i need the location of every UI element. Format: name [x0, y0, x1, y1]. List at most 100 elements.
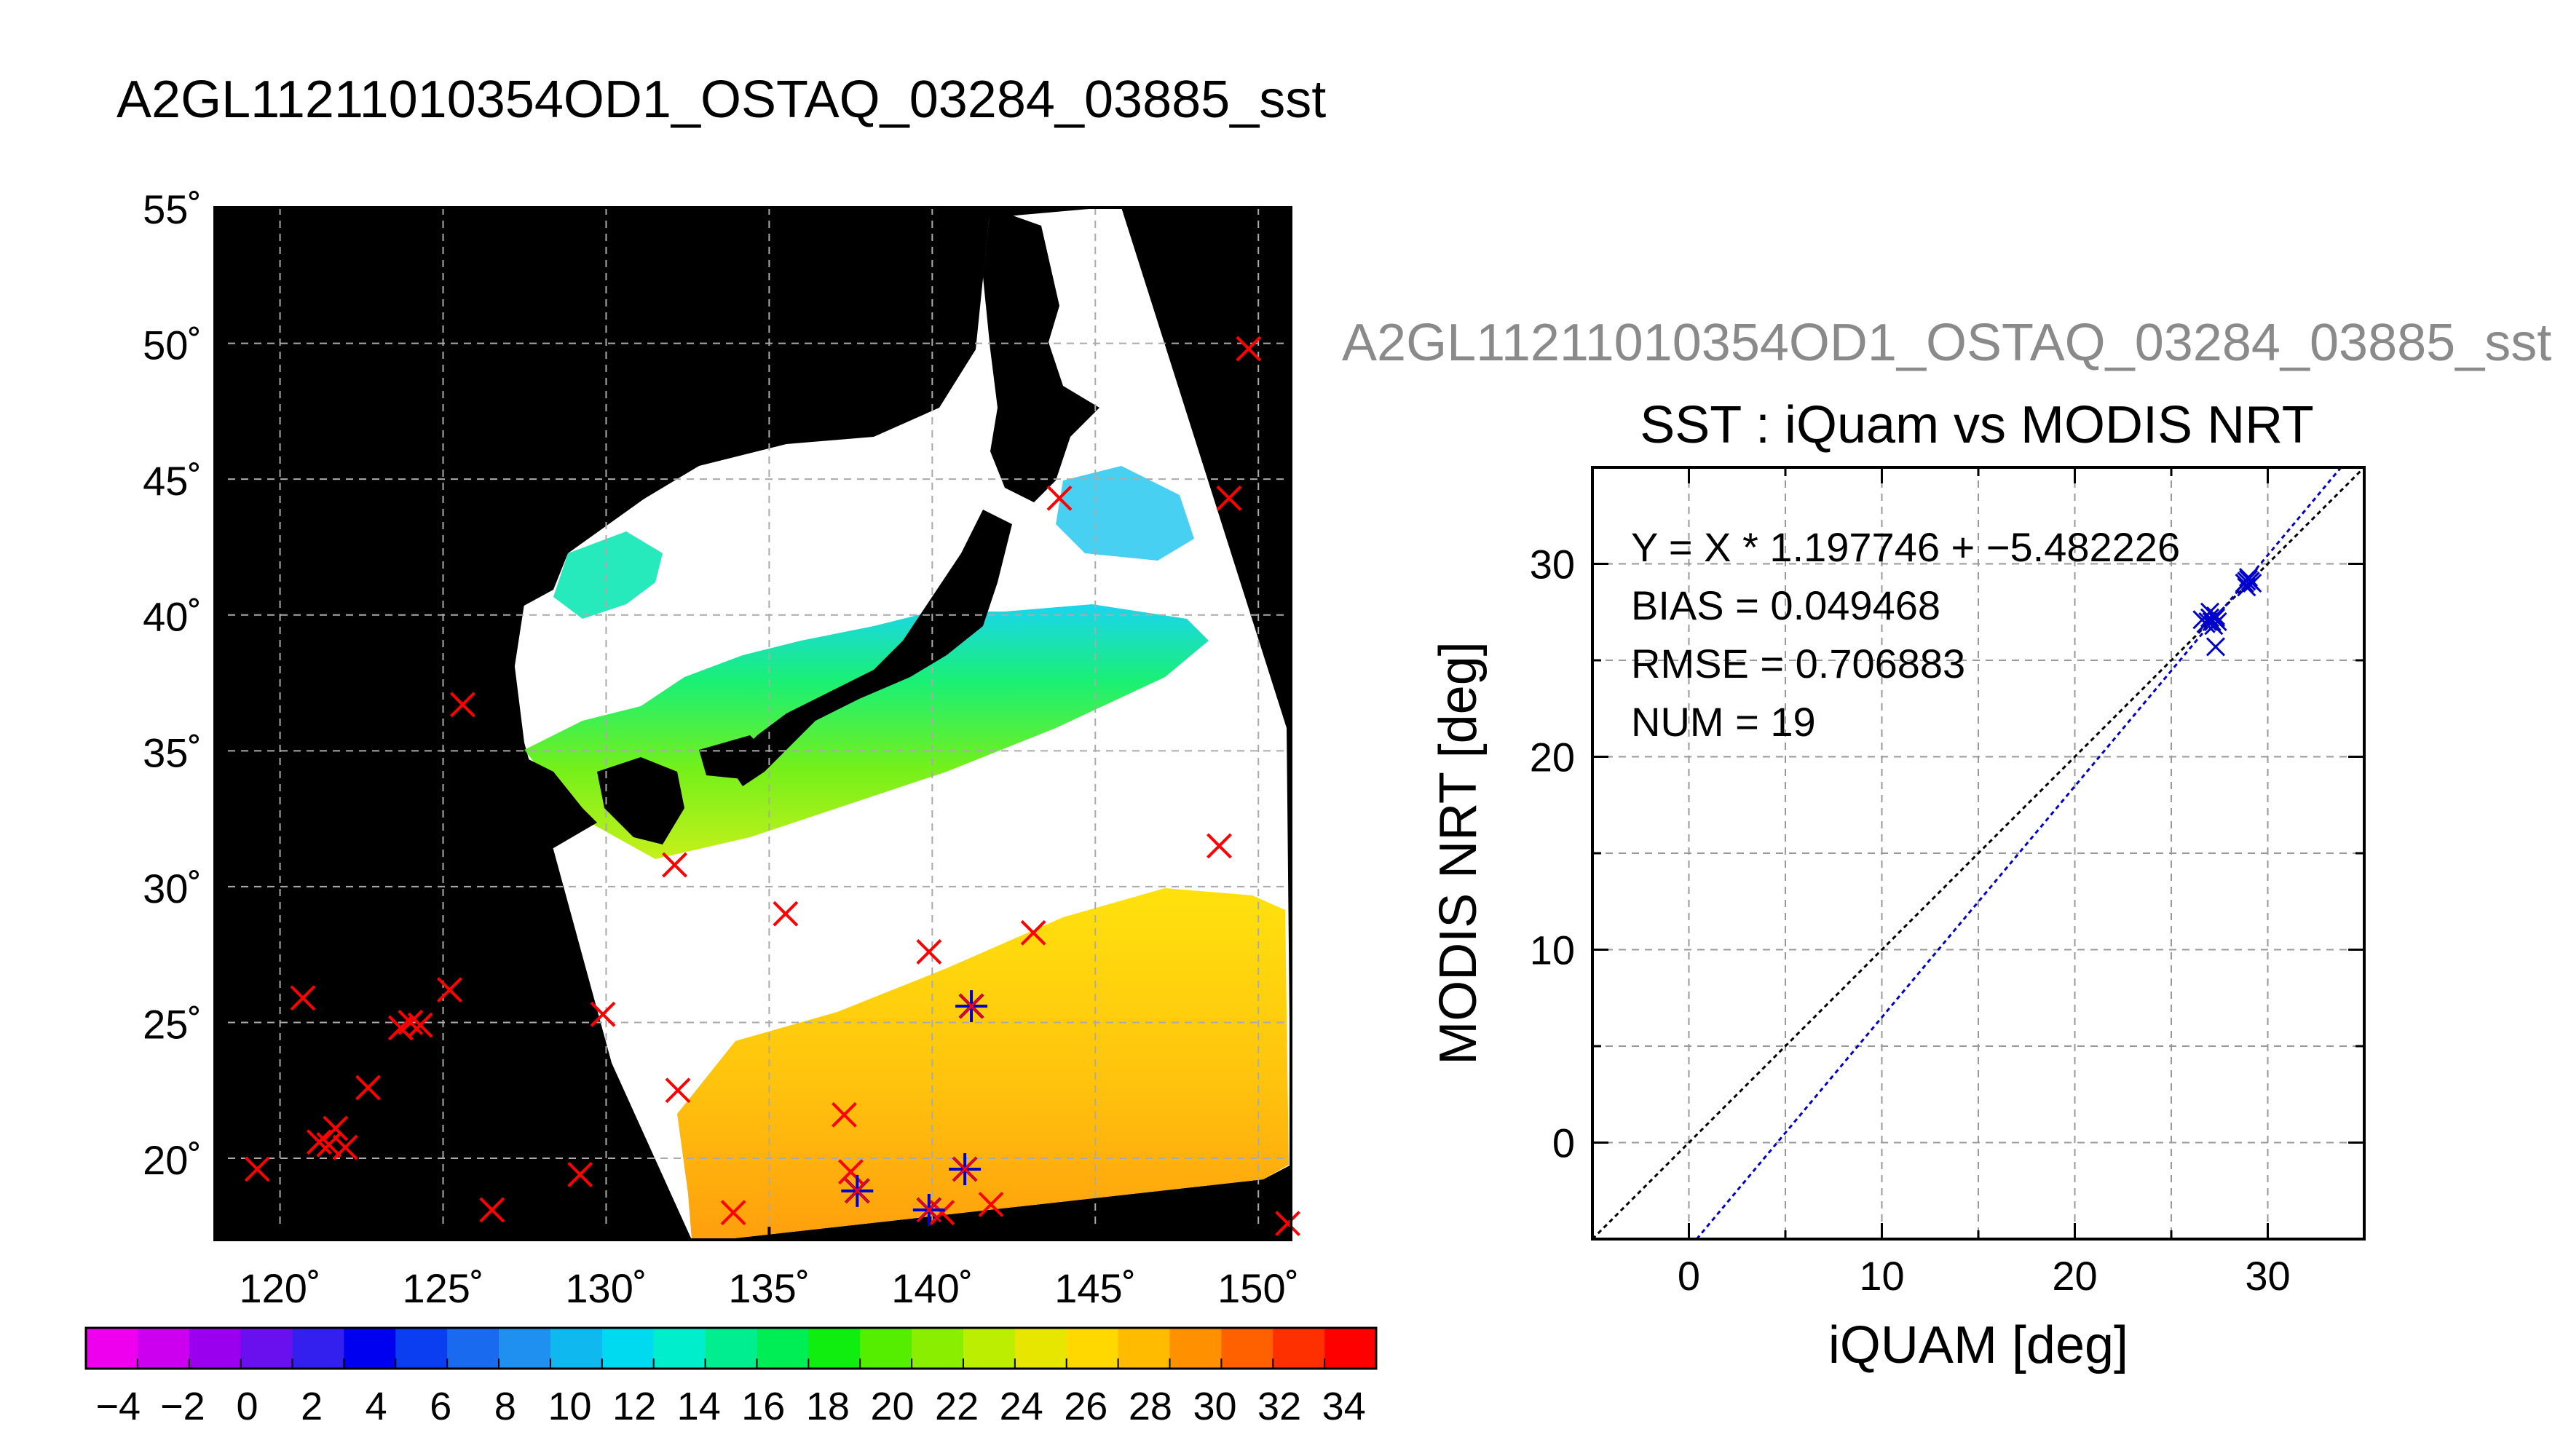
colorbar-swatch: [499, 1328, 551, 1369]
map-buoy-marker: [398, 1010, 424, 1035]
colorbar-swatch: [447, 1328, 499, 1369]
colorbar-tick-label: 28: [1129, 1385, 1172, 1428]
colorbar-swatch: [86, 1328, 138, 1369]
colorbar-swatch: [1169, 1328, 1222, 1369]
map-lon-tick-label: 130˚: [565, 1265, 647, 1311]
map-buoy-marker: [323, 1115, 349, 1142]
colorbar-frame: [84, 1326, 1378, 1370]
map-buoy-marker: [244, 1156, 270, 1182]
colorbar-swatch: [1221, 1328, 1273, 1369]
map-buoy-marker: [1275, 1211, 1300, 1237]
map-buoy-marker: [407, 1012, 433, 1038]
map-buoy-marker: [306, 1129, 332, 1155]
colorbar-tick-label: 0: [236, 1385, 258, 1428]
map-lat-tick-label: 25˚: [143, 1001, 202, 1047]
map-axis-labels: 55˚ 50˚ 45˚ 40˚ 35˚ 30˚ 25˚ 20˚ 120˚ 125˚ 130˚ 135˚…: [143, 186, 1299, 1311]
map-match-marker-overlay: [959, 994, 984, 1019]
scatter-point: [2238, 567, 2259, 587]
coast-asia-mainland: [215, 207, 990, 1240]
one-to-one-line: [1591, 466, 2366, 1241]
colorbar-swatch: [1118, 1328, 1170, 1369]
scatter-x-tick-label: 30: [2245, 1253, 2290, 1299]
map-buoy-marker: [665, 1077, 691, 1104]
map-match-marker: [955, 990, 988, 1023]
colorbar-tick-label: 16: [741, 1385, 785, 1428]
map-buoy-marker: [479, 1197, 505, 1223]
colorbar-tick-label: −4: [96, 1385, 141, 1428]
colorbar-swatch: [653, 1328, 706, 1369]
map-buoy-marker: [916, 939, 942, 965]
map-buoy-marker: [355, 1075, 381, 1101]
colorbar-tick-label: 24: [1000, 1385, 1043, 1428]
colorbar-tick-label: 12: [612, 1385, 656, 1428]
colorbar-swatch: [705, 1328, 757, 1369]
map-buoy-marker: [831, 1101, 857, 1128]
scatter-point: [2198, 612, 2218, 632]
colorbar-tick-label: −2: [160, 1385, 205, 1428]
colorbar-swatch: [1324, 1328, 1377, 1369]
colorbar-tick-label: 10: [548, 1385, 591, 1428]
colorbar-swatch: [240, 1328, 293, 1369]
map-buoy-marker: [449, 692, 475, 718]
colorbar-swatch: [550, 1328, 603, 1369]
map-match-marker-overlay: [916, 1197, 941, 1223]
scatter-y-tick-label: 0: [1552, 1120, 1575, 1166]
colorbar-swatch: [1014, 1328, 1067, 1369]
coast-honshu: [728, 510, 1012, 786]
map-lat-tick-label: 50˚: [143, 323, 202, 368]
map-buoy-marker: [773, 901, 799, 927]
colorbar-swatch: [601, 1328, 655, 1369]
colorbar-swatch: [1273, 1328, 1325, 1369]
scatter-x-label: iQUAM [deg]: [1828, 1316, 2128, 1374]
colorbar-swatch: [808, 1328, 861, 1369]
map-match-marker: [949, 1152, 982, 1185]
colorbar-tick-label: 18: [806, 1385, 850, 1428]
map-lon-tick-label: 120˚: [240, 1265, 321, 1311]
scatter-y-tick-label: 30: [1530, 542, 1575, 587]
colorbar-swatch: [344, 1328, 396, 1369]
scatter-ticks: 0 10 20 30 0 10 20 30: [1530, 466, 2366, 1299]
map-lon-tick-label: 125˚: [402, 1265, 483, 1311]
colorbar-swatch: [912, 1328, 964, 1369]
map-buoy-marker: [662, 852, 687, 878]
map-buoy-marker: [720, 1200, 746, 1226]
scatter-point: [2243, 573, 2262, 593]
swath-blue-sst: [1056, 466, 1194, 561]
coast-kyushu: [597, 757, 684, 844]
map-match-marker: [912, 1193, 945, 1226]
swath-cool-sst: [524, 604, 1209, 859]
scatter-x-tick-label: 10: [1859, 1253, 1904, 1299]
scatter-points: [2192, 567, 2262, 657]
colorbar-swatch: [189, 1328, 242, 1369]
colorbar-swatch: [137, 1328, 190, 1369]
scatter-title: SST : iQuam vs MODIS NRT: [1640, 396, 2314, 454]
map-lat-tick-label: 45˚: [143, 458, 202, 504]
colorbar-tick-label: 26: [1064, 1385, 1107, 1428]
colorbar-tick-label: 20: [870, 1385, 914, 1428]
map-buoy-marker: [332, 1134, 358, 1160]
scatter-grid: [1592, 467, 2364, 1239]
map-frame: [213, 206, 1292, 1241]
swath-teal-sst: [553, 531, 663, 619]
map-lon-tick-label: 145˚: [1054, 1265, 1136, 1311]
stats-bias: BIAS = 0.049468: [1631, 582, 1940, 628]
scatter-point: [2205, 606, 2226, 626]
main-title: A2GL11211010354OD1_OSTAQ_03284_03885_sst: [117, 71, 1327, 129]
sst-colorbar: −4 −2 0 2 4 6 8 10 12 14 16 18 20 22 24 26 28 30 32 34: [84, 1326, 1378, 1428]
colorbar-tick-label: 32: [1257, 1385, 1301, 1428]
colorbar-tick-label: 6: [430, 1385, 451, 1428]
scatter-point: [2208, 612, 2227, 632]
scatter-point: [2237, 571, 2256, 591]
map-graticule: [215, 207, 1291, 1240]
map-match-marker-overlay: [952, 1156, 978, 1182]
map-lat-tick-label: 35˚: [143, 729, 202, 775]
stats-num: NUM = 19: [1631, 699, 1816, 745]
scatter-x-tick-label: 20: [2052, 1253, 2097, 1299]
map-buoy-marker: [978, 1192, 1004, 1217]
map-lon-tick-label: 135˚: [728, 1265, 810, 1311]
map-buoy-marker: [437, 977, 462, 1003]
map-lat-tick-label: 30˚: [143, 866, 202, 911]
colorbar-tick-label: 4: [366, 1385, 387, 1428]
stats-equation: Y = X * 1.197746 + −5.482226: [1631, 524, 2180, 570]
scatter-y-tick-label: 10: [1530, 927, 1575, 973]
